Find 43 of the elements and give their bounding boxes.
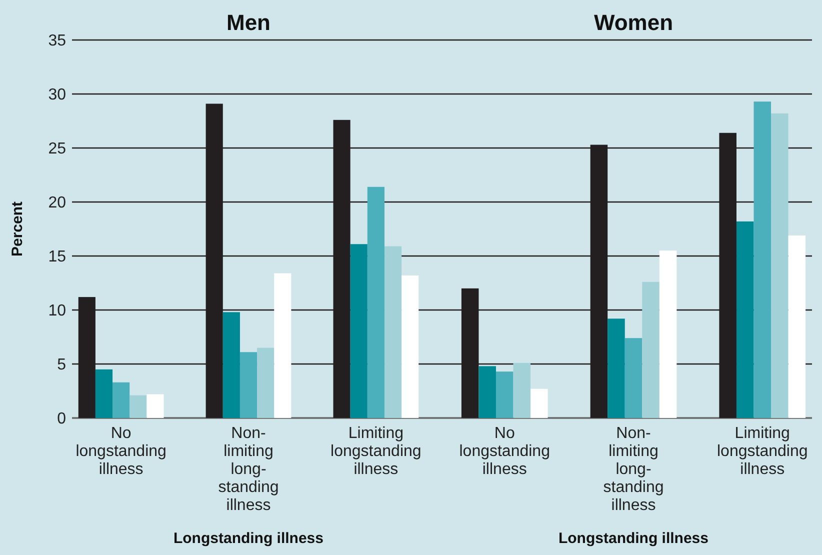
chart-title: Women	[594, 10, 674, 35]
bar	[478, 366, 496, 418]
bar	[384, 246, 402, 418]
bar	[624, 338, 642, 418]
bar	[222, 312, 240, 418]
y-tick-label: 0	[57, 410, 66, 428]
bar	[402, 275, 419, 418]
y-tick-label: 15	[48, 248, 66, 266]
bar	[112, 382, 130, 418]
x-tick-label: Non- limiting long- standing illness	[218, 425, 279, 514]
y-tick-label: 30	[48, 86, 66, 104]
bar	[736, 221, 754, 418]
bar	[608, 318, 625, 418]
bar	[146, 394, 164, 418]
x-tick-label: No longstanding illness	[459, 425, 550, 478]
bar	[350, 244, 368, 418]
y-tick-label: 25	[48, 140, 66, 158]
bar	[513, 362, 531, 418]
y-tick-label: 20	[48, 194, 66, 212]
bar	[642, 282, 660, 418]
bar	[659, 250, 677, 418]
x-tick-label: No longstanding illness	[76, 425, 166, 478]
bar	[771, 113, 788, 418]
bar	[257, 348, 274, 418]
bar	[496, 372, 514, 418]
bar	[754, 102, 772, 418]
bar	[274, 273, 292, 418]
bar	[367, 186, 384, 418]
y-axis-title: Percent	[9, 201, 26, 257]
bar	[788, 235, 806, 418]
bar	[530, 388, 548, 418]
x-tick-label: Limiting longstanding illness	[330, 425, 422, 478]
x-tick-label: Limiting longstanding illness	[717, 425, 808, 478]
chart-title: Men	[226, 10, 270, 35]
y-tick-label: 35	[48, 32, 66, 50]
y-tick-label: 5	[57, 356, 66, 374]
bar	[240, 352, 258, 418]
bar	[130, 395, 147, 418]
x-axis-title: Longstanding illness	[558, 530, 709, 547]
bar	[95, 369, 113, 418]
y-tick-label: 10	[48, 302, 66, 320]
x-axis-title: Longstanding illness	[173, 530, 324, 547]
x-tick-label: Non- limiting long- standing illness	[603, 425, 664, 514]
